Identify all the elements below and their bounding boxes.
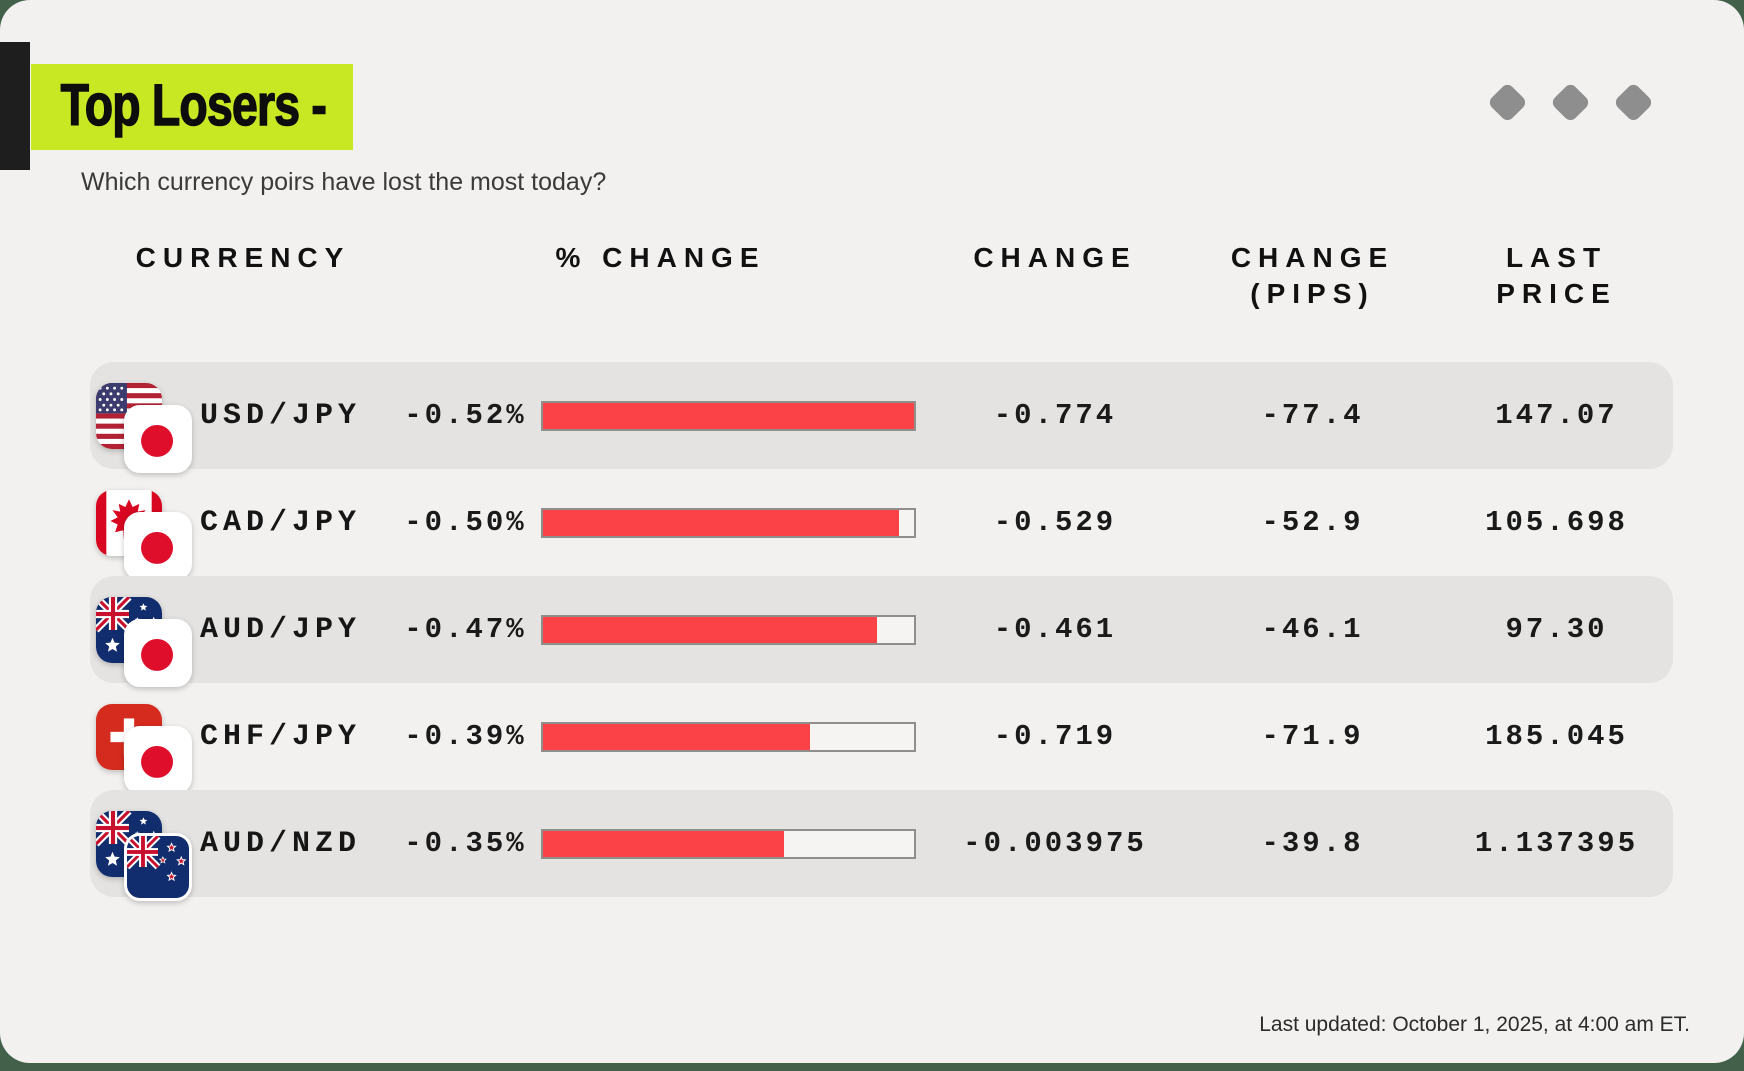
pct-change-bar [541,400,916,431]
page-title: Top Losers - [60,72,327,139]
table-header: CURRENCY % CHANGE CHANGE CHANGE (PIPS) L… [90,240,1673,312]
table-row: AUD/JPY -0.47% -0.461 -46.1 97.30 [90,576,1673,687]
nz-flag-icon [124,832,192,901]
jp-flag-icon [124,404,192,473]
last-price-value: 105.698 [1485,506,1628,539]
change-value: -0.719 [993,720,1117,753]
pct-change-bar-fill [543,723,811,750]
pct-change-bar-fill [543,402,914,429]
currency-pair-label: CAD/JPY [200,505,362,540]
change-pips-value: -46.1 [1261,613,1364,646]
pct-change-bar [541,507,916,538]
last-price-value: 97.30 [1505,613,1608,646]
currency-pair-label: AUD/JPY [200,612,362,647]
column-header-last-price: LAST PRICE [1496,242,1617,309]
pct-change-value: -0.35% [404,827,527,860]
currency-pair-flags [96,794,200,901]
pct-change-value: -0.50% [404,506,527,539]
table-row: CAD/JPY -0.50% -0.529 -52.9 105.698 [90,469,1673,580]
currency-pair-flags [96,366,200,473]
change-pips-value: -52.9 [1261,506,1364,539]
table-row: USD/JPY -0.52% -0.774 -77.4 147.07 [90,362,1673,473]
pct-change-value: -0.39% [404,720,527,753]
change-pips-value: -39.8 [1261,827,1364,860]
jp-flag-icon [124,618,192,687]
pct-change-bar [541,828,916,859]
table-row: AUD/NZD -0.35% -0.003975 -39.8 1.137395 [90,790,1673,901]
currency-pair-label: AUD/NZD [200,826,362,861]
diamond-icon [1486,81,1529,124]
page-subtitle: Which currency poirs have lost the most … [81,168,607,196]
left-accent-bar [0,42,30,170]
jp-flag-icon [124,725,192,794]
currency-pair-flags [96,473,200,580]
last-updated-text: Last updated: October 1, 2025, at 4:00 a… [1259,1013,1690,1036]
last-price-value: 185.045 [1485,720,1628,753]
currency-pair-flags [96,580,200,687]
pct-change-bar-fill [543,616,877,643]
pct-change-value: -0.52% [404,399,527,432]
column-header-change: CHANGE [973,242,1137,273]
currency-pair-label: CHF/JPY [200,719,362,754]
pct-change-value: -0.47% [404,613,527,646]
last-price-value: 1.137395 [1474,827,1639,860]
change-pips-value: -71.9 [1261,720,1364,753]
table-row: CHF/JPY -0.39% -0.719 -71.9 185.045 [90,683,1673,794]
pct-change-bar [541,721,916,752]
change-value: -0.774 [993,399,1117,432]
pct-change-bar [541,614,916,645]
jp-flag-icon [124,511,192,580]
diamond-icon [1549,81,1592,124]
change-value: -0.529 [993,506,1117,539]
currency-pair-label: USD/JPY [200,398,362,433]
last-price-value: 147.07 [1495,399,1618,432]
pct-change-bar-fill [543,509,900,536]
change-pips-value: -77.4 [1261,399,1364,432]
column-header-change-pips: CHANGE (PIPS) [1230,242,1395,309]
column-header-pct-change: % CHANGE [555,242,766,273]
column-header-currency: CURRENCY [135,242,351,273]
pct-change-bar-fill [543,830,785,857]
currency-pair-flags [96,687,200,794]
decorative-diamonds [1486,81,1655,124]
diamond-icon [1612,81,1655,124]
change-value: -0.003975 [963,827,1147,860]
title-highlight-box: Top Losers - [31,64,353,150]
change-value: -0.461 [993,613,1117,646]
